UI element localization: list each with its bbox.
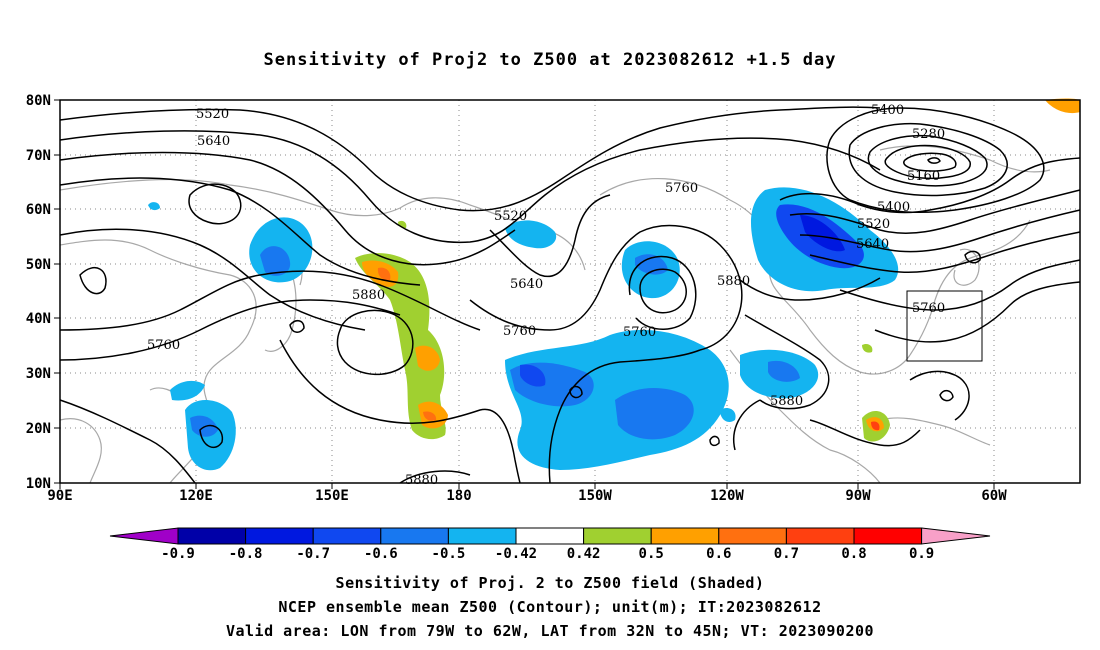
colorbar-label: 0.42	[567, 546, 601, 562]
lat-label: 40N	[26, 311, 51, 327]
contour-label: 5640	[856, 237, 889, 252]
colorbar-label: 0.6	[706, 546, 731, 562]
colorbar-cell	[177, 527, 247, 545]
lon-label: 60W	[981, 488, 1007, 504]
map-border	[59, 99, 1081, 484]
contour-label: 5400	[877, 200, 910, 215]
footer-line-1: Sensitivity of Proj. 2 to Z500 field (Sh…	[335, 574, 765, 592]
contour-label: 5640	[510, 277, 543, 292]
contour-label: 5520	[196, 107, 229, 122]
colorbar-label: -0.8	[229, 546, 263, 562]
colorbar-cell	[447, 527, 517, 545]
lon-label: 90E	[47, 488, 72, 504]
lat-label: 20N	[26, 421, 51, 437]
map-title: Sensitivity of Proj2 to Z500 at 20230826…	[263, 50, 837, 70]
contour-label: 5280	[912, 127, 945, 142]
footer-line-2: NCEP ensemble mean Z500 (Contour); unit(…	[278, 598, 822, 616]
lat-label: 70N	[26, 148, 51, 164]
colorbar-cell	[785, 527, 855, 545]
colorbar-cell	[921, 527, 991, 545]
colorbar-label: 0.8	[841, 546, 866, 562]
colorbar-cell	[245, 527, 314, 545]
contour-label: 5400	[871, 103, 904, 118]
contour-label: 5160	[907, 169, 940, 184]
contour-labels: 5520 5640 5520 5640 5760 5880 5760 5760 …	[147, 103, 945, 488]
colorbar-label: -0.42	[495, 546, 537, 562]
colorbar-label: 0.5	[639, 546, 664, 562]
lat-label: 10N	[26, 476, 51, 492]
lon-label: 90W	[845, 488, 871, 504]
contour-label: 5760	[147, 338, 180, 353]
contour-label: 5880	[770, 394, 803, 409]
lon-label: 120W	[710, 488, 744, 504]
lat-label: 80N	[26, 93, 51, 109]
colorbar-labels: -0.9 -0.8 -0.7 -0.6 -0.5 -0.42 0.42 0.5 …	[161, 546, 934, 562]
z500-contours	[59, 106, 1081, 484]
contour-label: 5760	[912, 301, 945, 316]
colorbar-cell	[718, 527, 787, 545]
footer-line-3: Valid area: LON from 79W to 62W, LAT fro…	[225, 622, 875, 640]
colorbar-cell	[853, 527, 923, 545]
colorbar-cell	[650, 527, 720, 545]
colorbar-label: 0.7	[774, 546, 799, 562]
colorbar-label: -0.6	[364, 546, 398, 562]
colorbar-label: -0.7	[296, 546, 330, 562]
contour-label: 5760	[665, 181, 698, 196]
lat-label: 60N	[26, 202, 51, 218]
lat-label: 30N	[26, 366, 51, 382]
lon-label: 150E	[315, 488, 349, 504]
contour-label: 5880	[352, 288, 385, 303]
colorbar-cell	[515, 527, 585, 545]
contour-label: 5640	[197, 134, 230, 149]
lat-axis: 80N 70N 60N 50N 40N 30N 20N 10N	[26, 93, 60, 492]
contour-label: 5760	[503, 324, 536, 339]
lat-label: 50N	[26, 257, 51, 273]
contour-label: 5880	[717, 274, 750, 289]
lon-label: 180	[446, 488, 471, 504]
colorbar-cell	[109, 527, 179, 545]
colorbar-label: -0.9	[161, 546, 195, 562]
colorbar-label: -0.5	[432, 546, 466, 562]
lon-label: 150W	[578, 488, 612, 504]
contour-label: 5520	[857, 217, 890, 232]
contour-label: 5880	[405, 473, 438, 488]
colorbar-label: 0.9	[909, 546, 934, 562]
lon-label: 120E	[179, 488, 213, 504]
colorbar-cell	[583, 527, 652, 545]
valid-area-box	[906, 290, 983, 362]
contour-label: 5520	[494, 209, 527, 224]
colorbar-cell	[312, 527, 382, 545]
colorbar-cell	[380, 527, 449, 545]
contour-label: 5760	[623, 325, 656, 340]
colorbar	[109, 527, 991, 545]
lon-axis: 90E 120E 150E 180 150W 120W 90W 60W	[47, 483, 1007, 504]
